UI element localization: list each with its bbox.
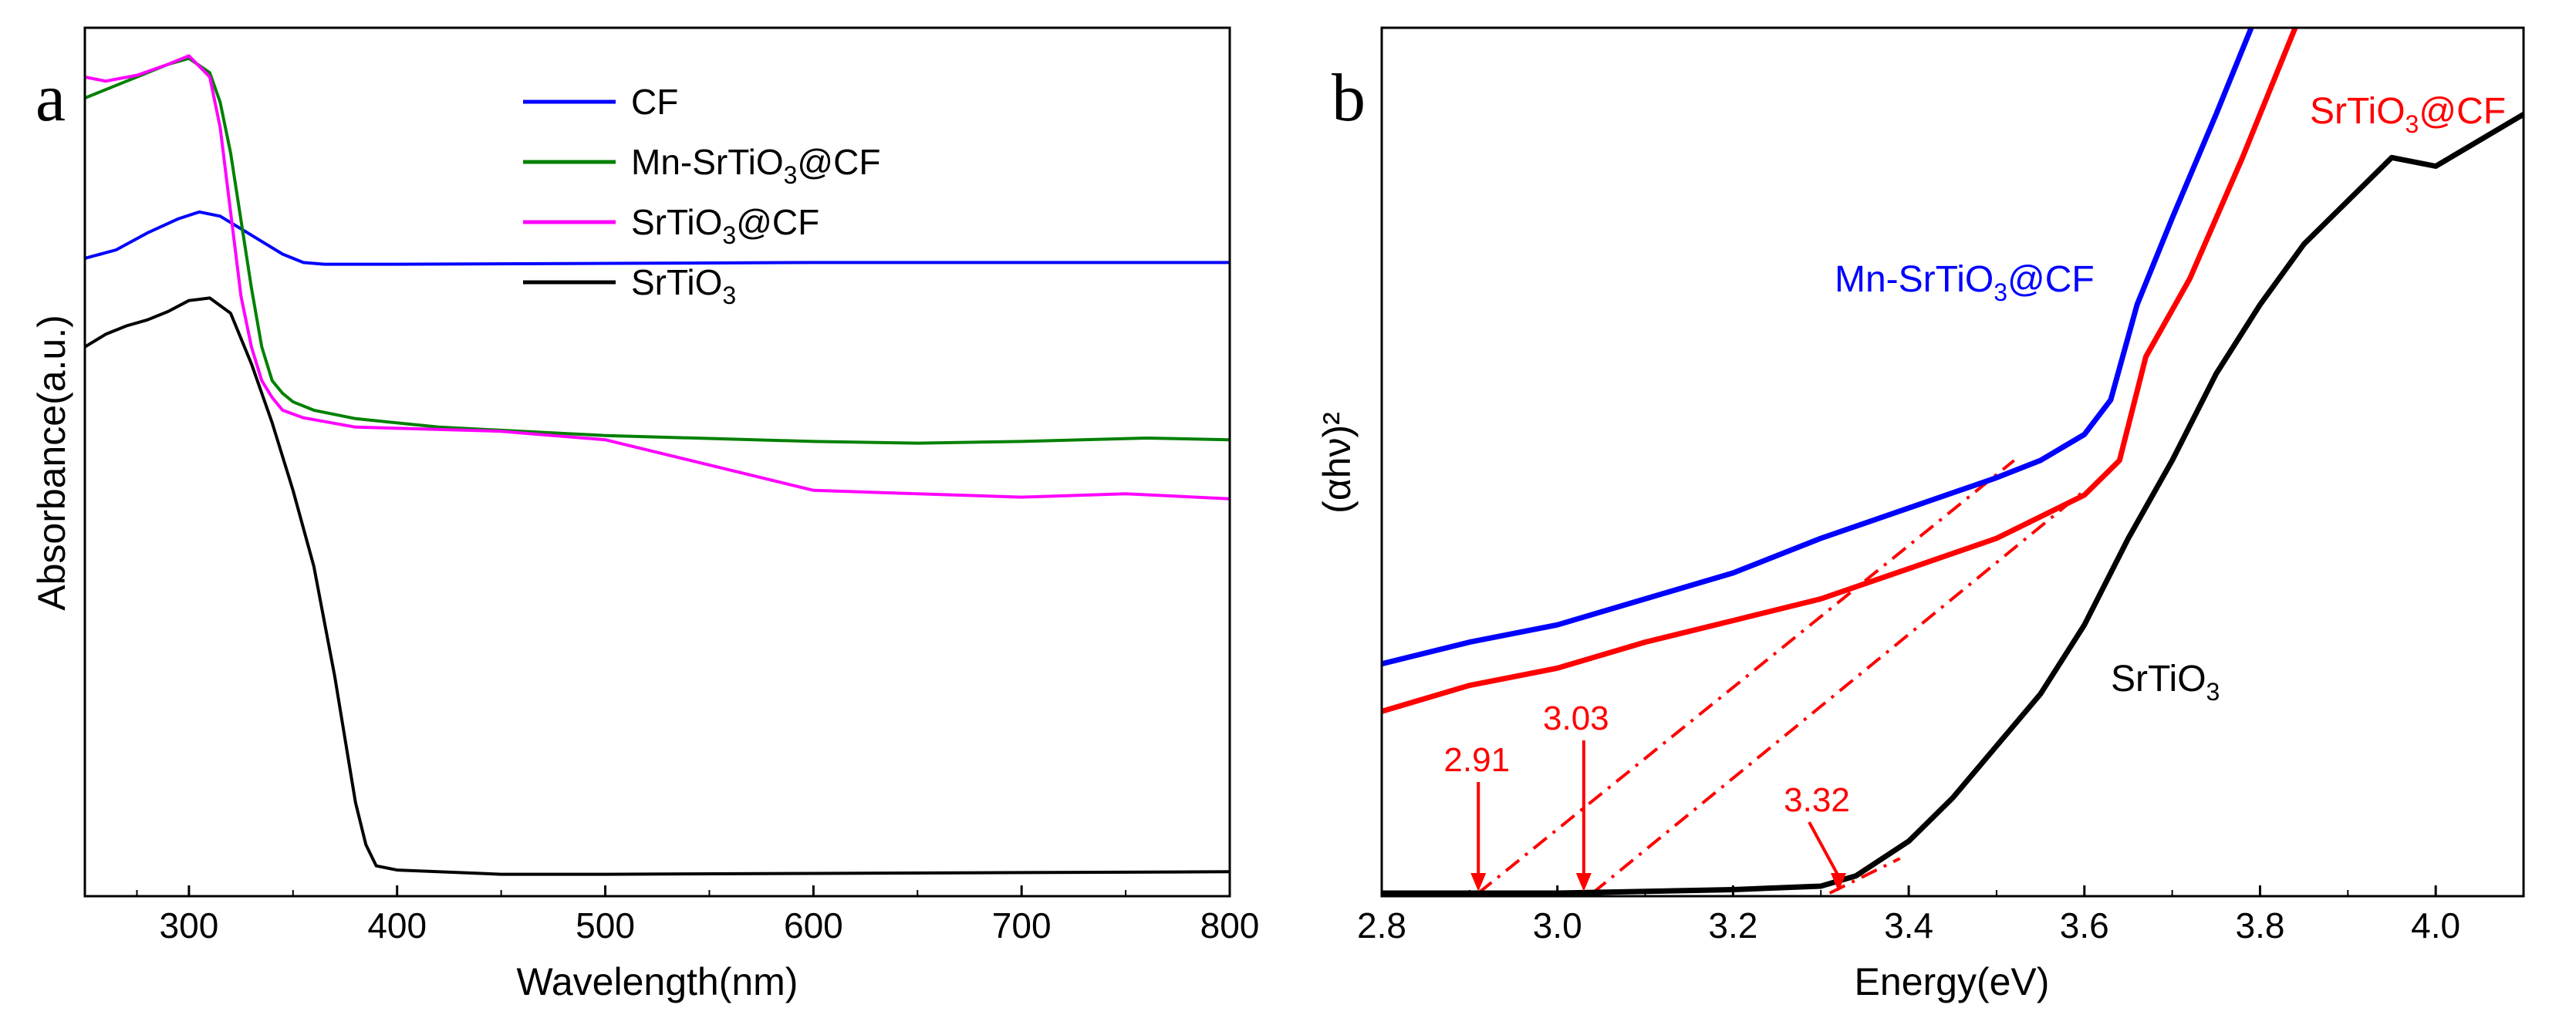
curve-label-srtio3: SrTiO3: [2111, 659, 2220, 706]
curve-label-srtio3-cf: SrTiO3@CF: [2310, 91, 2506, 138]
panel-a-series-srtio3-cf: [85, 54, 1230, 501]
legend-item-cf: CF: [523, 82, 678, 122]
legend-label-mn-srtio3-cf: Mn-SrTiO3@CF: [631, 142, 880, 189]
panel-a-legend: CF Mn-SrTiO3@CF SrTiO3@CF SrTiO3: [523, 82, 880, 309]
panel-b-series-srtio3: [1382, 111, 2524, 896]
panel-a-plot-frame: [83, 26, 1231, 898]
band-gap-arrow-head-2-91: [1470, 873, 1487, 892]
panel-a-series-mn-srtio3-cf: [85, 56, 1230, 445]
legend-item-srtio3-cf: SrTiO3@CF: [523, 202, 819, 249]
panel-b-x-ticks: 2.8 3.0 3.2 3.4 3.6 3.8 4.0: [1357, 885, 2460, 946]
panel-b-x-tick-label: 3.2: [1708, 905, 1757, 946]
legend-item-srtio3: SrTiO3: [523, 262, 736, 309]
band-gap-arrow-head-3-03: [1575, 873, 1592, 892]
panel-a-series-cf: [85, 210, 1230, 266]
tangent-line-1: [1477, 459, 2015, 895]
legend-label-srtio3: SrTiO3: [631, 262, 736, 309]
panel-b-tangent-lines: [1477, 459, 2086, 895]
panel-b-series-group: [1382, 28, 2524, 896]
panel-b-x-tick-label: 3.4: [1884, 905, 1933, 946]
panel-a-x-tick-label: 500: [576, 905, 635, 946]
band-gap-arrow-shaft-3-32: [1808, 821, 1840, 877]
panel-b-series-mn-srtio3-cf: [1382, 28, 2254, 667]
band-gap-arrow-head-3-32: [1831, 873, 1846, 892]
panel-b-x-tick-label: 3.8: [2235, 905, 2284, 946]
panel-a-x-tick-label: 300: [160, 905, 219, 946]
panel-b-series-srtio3-cf: [1382, 28, 2298, 714]
panel-b-x-tick-label: 3.0: [1533, 905, 1582, 946]
band-gap-label-3-03: 3.03: [1543, 700, 1609, 737]
panel-b-x-tick-label: 3.6: [2060, 905, 2109, 946]
panel-a: a 300 400 500 600 700 800 Wavelength(nm) Abso…: [30, 26, 1260, 1003]
panel-b-x-tick-label: 2.8: [1357, 905, 1406, 946]
legend-label-cf: CF: [631, 82, 678, 122]
panel-b-x-tick-label: 4.0: [2411, 905, 2460, 946]
panel-a-letter: a: [35, 61, 66, 136]
panel-a-x-tick-label: 800: [1200, 905, 1260, 946]
band-gap-label-2-91: 2.91: [1443, 741, 1510, 779]
panel-b-letter: b: [1332, 61, 1366, 136]
panel-a-y-axis-title: Absorbance(a.u.): [30, 315, 73, 611]
panel-b-band-gap-annotations: 2.91 3.03 3.32: [1443, 700, 1850, 892]
panel-a-series-srtio3: [85, 296, 1230, 876]
panel-b-plot-frame: [1380, 26, 2525, 898]
tangent-line-2: [1591, 489, 2086, 895]
panel-a-x-axis-title: Wavelength(nm): [517, 960, 798, 1003]
panel-a-x-tick-label: 400: [367, 905, 427, 946]
panel-b-y-axis-title: (αhν)²: [1315, 412, 1359, 514]
legend-label-srtio3-cf: SrTiO3@CF: [631, 202, 819, 249]
legend-item-mn-srtio3-cf: Mn-SrTiO3@CF: [523, 142, 880, 189]
band-gap-label-3-32: 3.32: [1784, 781, 1850, 819]
panel-b: b 2.8 3.0 3.2 3.4 3.6 3.8 4.0 2.91 3.03 3.32 Ene…: [1315, 26, 2525, 1003]
curve-label-mn-srtio3-cf: Mn-SrTiO3@CF: [1835, 259, 2095, 306]
panel-a-x-tick-label: 600: [784, 905, 843, 946]
panel-b-x-axis-title: Energy(eV): [1855, 960, 2050, 1003]
tangent-line-3: [1828, 857, 1901, 895]
panel-a-x-ticks: 300 400 500 600 700 800: [136, 885, 1260, 946]
panel-a-series-group: [85, 54, 1230, 876]
panel-a-x-tick-label: 700: [992, 905, 1052, 946]
